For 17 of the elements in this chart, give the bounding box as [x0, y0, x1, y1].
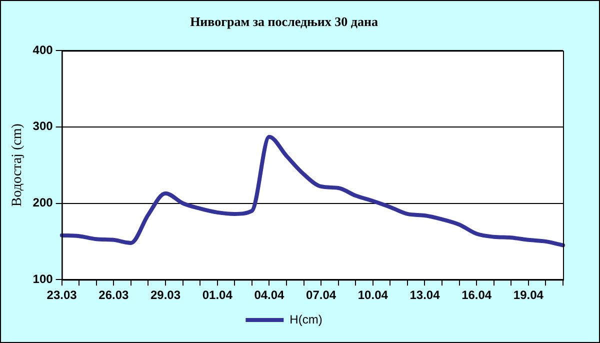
x-tick-label: 04.04	[254, 288, 285, 302]
legend-label: H(cm)	[290, 312, 322, 326]
x-tick-label: 01.04	[202, 288, 233, 302]
x-tick-label: 13.04	[410, 288, 440, 302]
chart-title: Нивограм за последњих 30 дана	[190, 14, 378, 30]
y-tick-label: 400	[32, 42, 54, 57]
x-tick-label: 19.04	[513, 288, 544, 302]
y-axis-title: Водостај (cm)	[10, 123, 26, 207]
x-tick-label: 07.04	[306, 288, 336, 302]
x-tick-label: 10.04	[358, 288, 388, 302]
x-tick-label: 16.04	[462, 288, 492, 302]
x-tick-label: 23.03	[46, 288, 78, 302]
x-tick-label: 29.03	[150, 288, 181, 302]
y-tick-label: 200	[32, 196, 54, 210]
y-tick-label: 300	[32, 119, 54, 134]
y-tick-label: 100	[32, 272, 54, 286]
x-tick-label: 26.03	[98, 288, 130, 302]
